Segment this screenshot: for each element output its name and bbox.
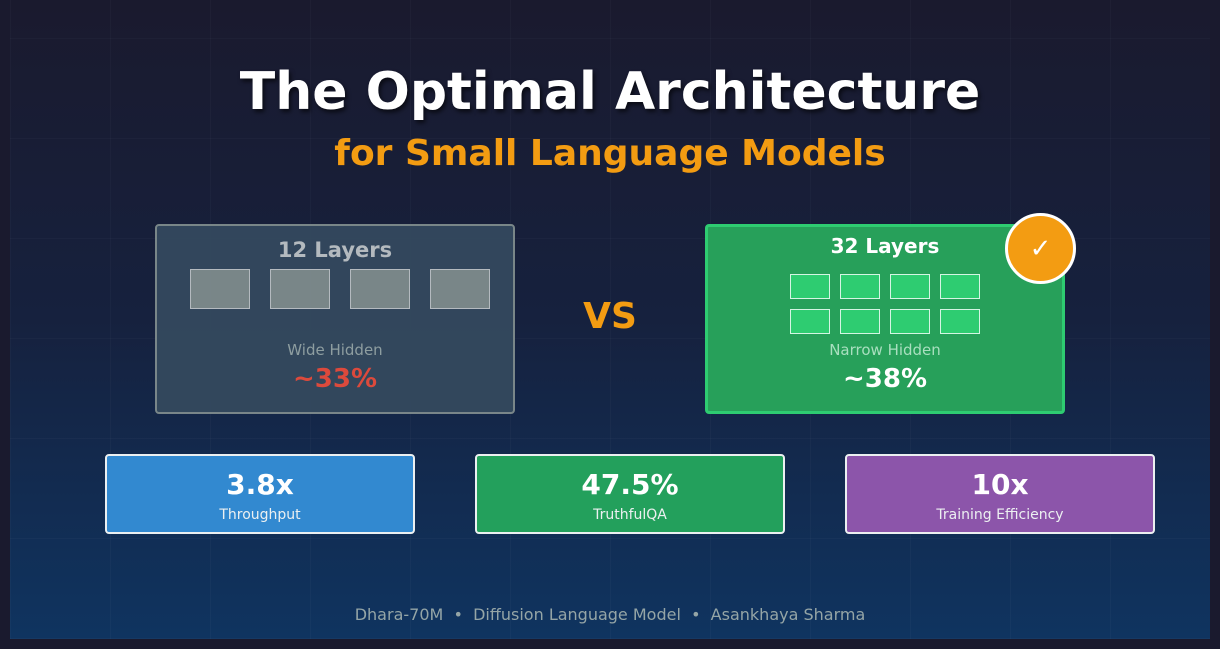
card-label: Narrow Hidden (829, 341, 941, 359)
checkmark-icon: ✓ (1005, 213, 1076, 284)
stat-card-truthfulqa: 47.5% TruthfulQA (475, 454, 785, 534)
layer-block (430, 269, 490, 309)
card-value: ~33% (292, 364, 378, 394)
vs-label: VS (583, 296, 637, 337)
layer-block (840, 309, 880, 334)
layer-block (890, 274, 930, 299)
layer-block (350, 269, 410, 309)
stat-value: 3.8x (226, 468, 294, 501)
stat-label: Throughput (219, 507, 301, 523)
card-title: 32 Layers (830, 234, 940, 258)
stat-value: 47.5% (581, 468, 679, 501)
layer-block (940, 274, 980, 299)
layer-block (840, 274, 880, 299)
card-title: 12 Layers (277, 238, 393, 262)
card-value: ~38% (842, 364, 928, 394)
page-subtitle: for Small Language Models (334, 133, 886, 174)
card-label: Wide Hidden (287, 341, 383, 359)
stat-label: Training Efficiency (936, 507, 1064, 523)
layer-block (790, 309, 830, 334)
stat-card-throughput: 3.8x Throughput (105, 454, 415, 534)
page-title: The Optimal Architecture (239, 62, 981, 122)
layer-block (790, 274, 830, 299)
stat-label: TruthfulQA (593, 507, 667, 523)
layer-block (190, 269, 250, 309)
wide-architecture-card: 12 Layers Wide Hidden ~33% (155, 224, 515, 414)
stat-card-training-efficiency: 10x Training Efficiency (845, 454, 1155, 534)
layer-block (890, 309, 930, 334)
stat-value: 10x (971, 468, 1029, 501)
footer-credits: Dhara-70M • Diffusion Language Model • A… (354, 605, 866, 624)
layer-block (940, 309, 980, 334)
slide-canvas: The Optimal Architecture for Small Langu… (10, 0, 1210, 639)
layer-block (270, 269, 330, 309)
